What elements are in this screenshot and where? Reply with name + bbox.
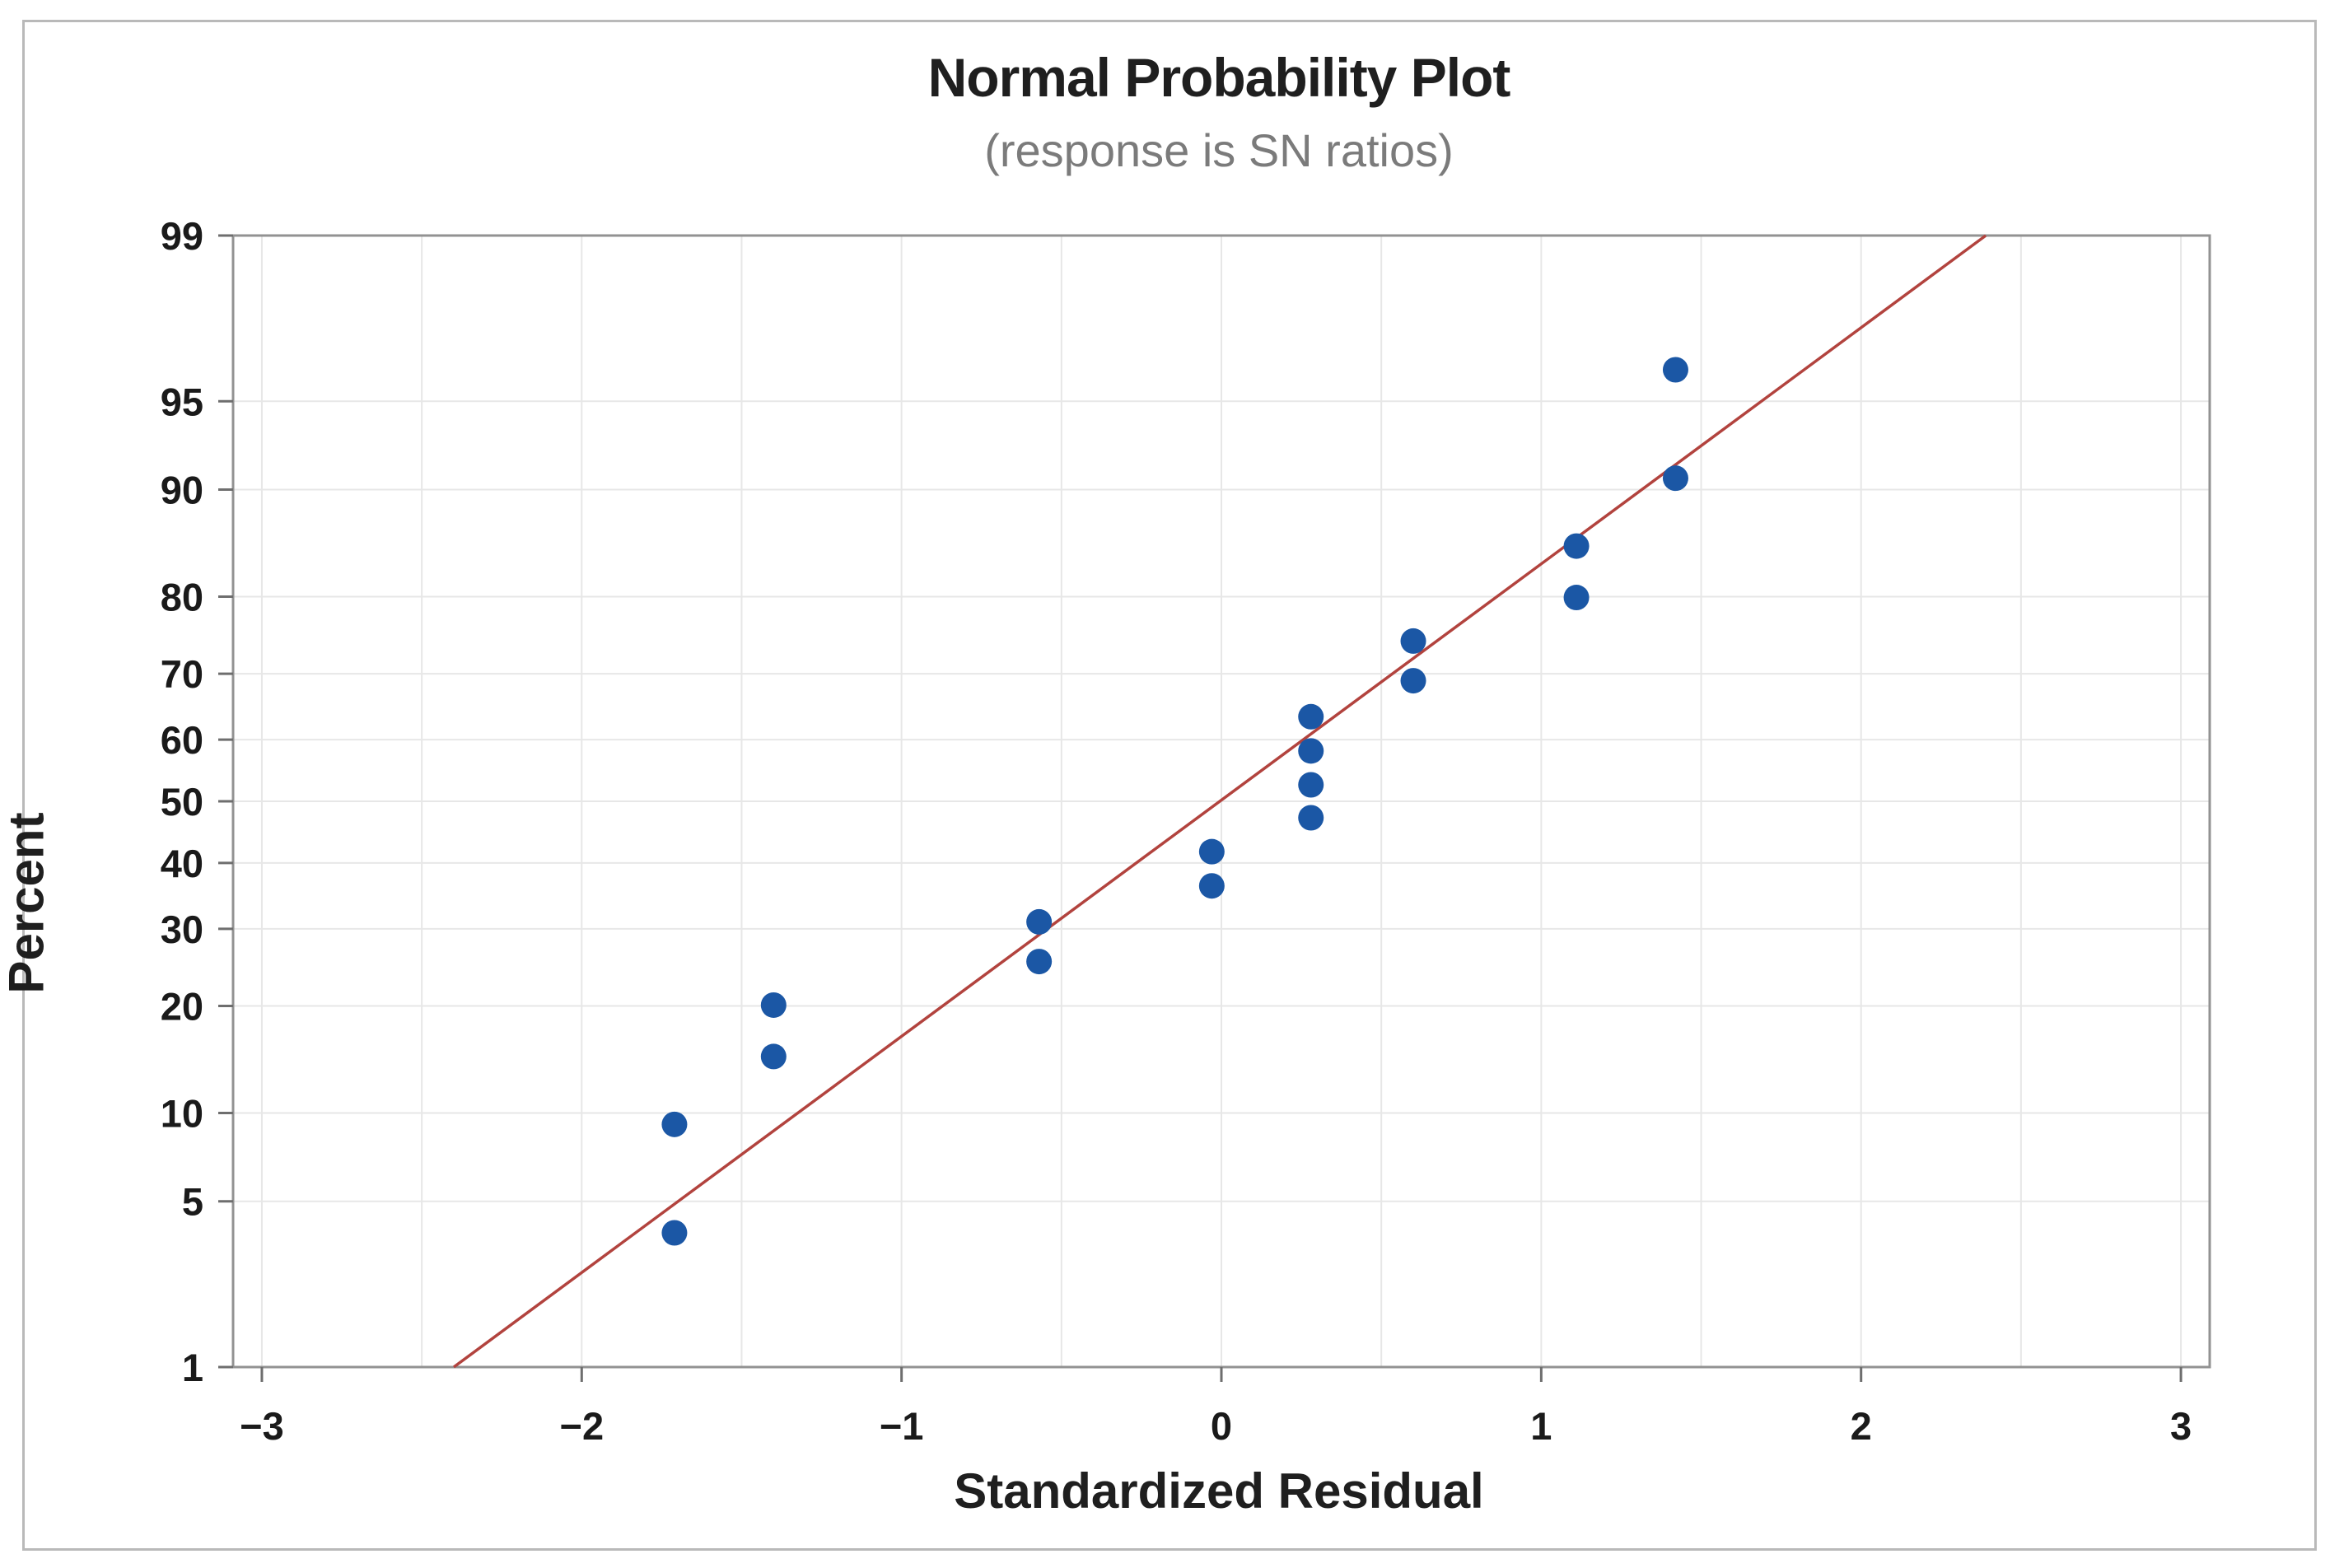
- y-tick-label: 90: [161, 469, 203, 512]
- y-tick-label: 40: [161, 842, 203, 885]
- y-tick-label: 99: [161, 214, 203, 258]
- x-tick-label: 1: [1530, 1404, 1552, 1448]
- x-tick-label: 0: [1211, 1404, 1232, 1448]
- data-point: [1662, 357, 1688, 383]
- data-point: [1298, 805, 1324, 831]
- y-tick-label: 10: [161, 1091, 203, 1135]
- data-point: [1026, 949, 1053, 975]
- y-tick-label: 1: [182, 1346, 203, 1389]
- y-tick-labels: 1 5 10 20 30 40 50 60 70 80 90 95 99: [161, 214, 203, 1389]
- y-tick-label: 50: [161, 780, 203, 824]
- data-point: [1026, 908, 1053, 935]
- data-points: [661, 357, 1688, 1246]
- data-point: [1400, 628, 1426, 654]
- y-tick-label: 70: [161, 652, 203, 696]
- data-point: [1298, 703, 1324, 730]
- data-point: [1563, 585, 1590, 611]
- data-point: [760, 992, 787, 1018]
- y-tick-label: 5: [182, 1180, 203, 1224]
- data-point: [1198, 873, 1225, 899]
- y-tick-label: 30: [161, 908, 203, 951]
- data-point: [1298, 738, 1324, 764]
- data-point: [661, 1220, 688, 1246]
- y-tick-label: 95: [161, 380, 203, 423]
- x-axis-title: Standardized Residual: [954, 1463, 1484, 1519]
- x-tick-label: −3: [240, 1404, 284, 1448]
- chart-subtitle: (response is SN ratios): [984, 124, 1454, 176]
- y-tick-label: 60: [161, 718, 203, 762]
- data-point: [1563, 533, 1590, 559]
- data-point: [1298, 772, 1324, 798]
- x-tick-label: −1: [880, 1404, 924, 1448]
- data-point: [661, 1111, 688, 1137]
- x-tick-label: 2: [1851, 1404, 1872, 1448]
- y-tick-label: 80: [161, 575, 203, 618]
- tick-marks: [218, 234, 2183, 1382]
- x-tick-label: −2: [560, 1404, 605, 1448]
- y-tick-label: 20: [161, 985, 203, 1029]
- data-point: [1198, 838, 1225, 865]
- data-point: [1400, 668, 1426, 694]
- x-tick-labels: −3 −2 −1 0 1 2 3: [240, 1404, 2192, 1448]
- fit-line: [452, 234, 1987, 1369]
- chart-title: Normal Probability Plot: [927, 47, 1511, 108]
- data-point: [760, 1043, 787, 1070]
- x-tick-label: 3: [2170, 1404, 2192, 1448]
- data-point: [1662, 465, 1688, 492]
